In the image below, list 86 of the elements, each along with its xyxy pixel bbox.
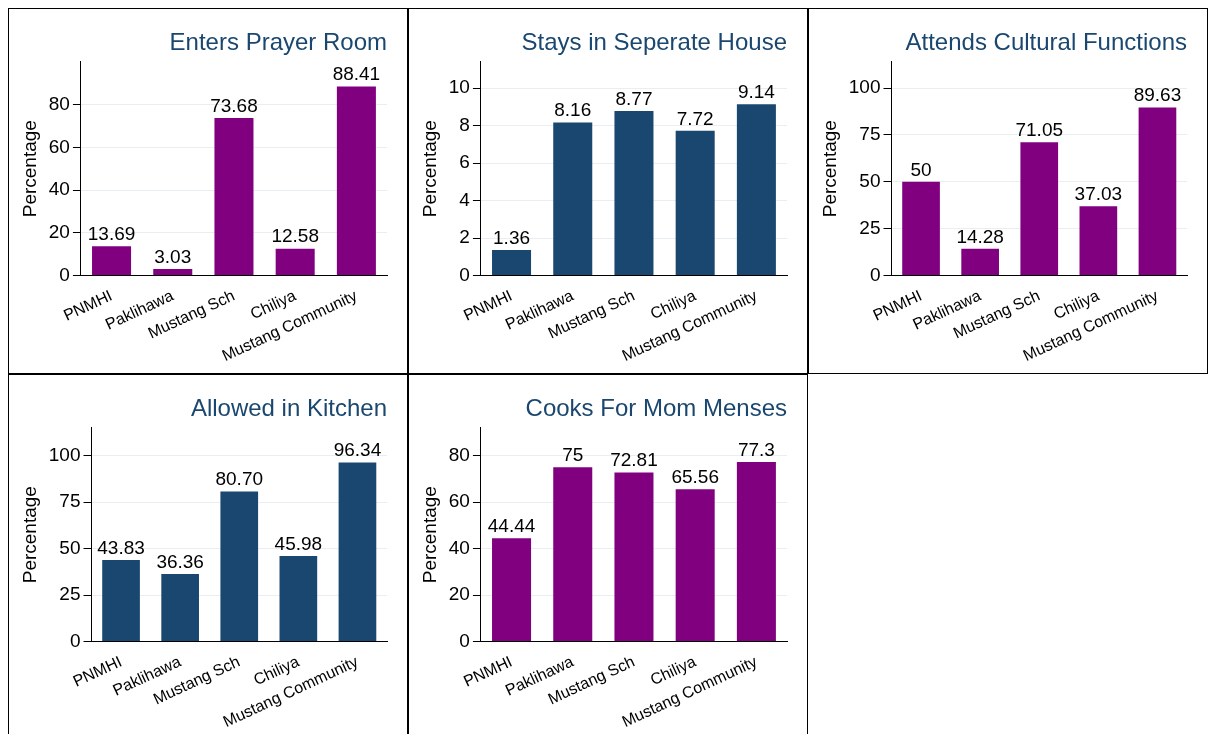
y-tick-label: 75: [59, 490, 81, 512]
y-axis-title: Percentage: [18, 120, 40, 218]
y-tick-label: 80: [448, 443, 470, 465]
chart-title: Enters Prayer Room: [169, 28, 387, 56]
bar: [553, 467, 593, 642]
bar: [675, 489, 715, 642]
chart-title: Stays in Seperate House: [521, 28, 787, 56]
data-label: 88.41: [332, 63, 381, 85]
y-tick-label: 0: [459, 629, 470, 651]
y-tick-label: 25: [59, 583, 81, 605]
bar: [614, 472, 654, 642]
data-label: 71.05: [1015, 119, 1064, 141]
y-axis-title: Percentage: [418, 486, 440, 584]
y-tick-label: 0: [69, 629, 81, 651]
data-label: 45.98: [274, 532, 323, 554]
data-label: 80.70: [215, 468, 264, 490]
bar: [336, 86, 376, 276]
bar: [553, 122, 593, 276]
data-label: 75: [562, 444, 584, 466]
y-tick-label: 60: [448, 490, 470, 512]
y-tick-label: 40: [448, 536, 470, 558]
data-label: 7.72: [676, 107, 714, 129]
y-tick-label: 0: [459, 263, 470, 285]
y-tick-label: 60: [48, 135, 70, 157]
y-axis-title: Percentage: [818, 120, 840, 218]
data-label: 3.03: [154, 245, 192, 267]
bar: [492, 250, 532, 276]
chart-title: Cooks For Mom Menses: [525, 394, 787, 422]
y-axis-title: Percentage: [418, 120, 440, 218]
chart-title: Allowed in Kitchen: [190, 394, 387, 422]
bar: [902, 181, 940, 276]
bar: [275, 248, 315, 276]
bar: [736, 104, 776, 276]
chart-title: Attends Cultural Functions: [905, 28, 1187, 56]
data-label: 14.28: [956, 225, 1004, 247]
y-tick-label: 8: [459, 113, 470, 135]
data-label: 1.36: [493, 226, 531, 248]
y-tick-label: 100: [848, 76, 881, 98]
bar: [614, 111, 654, 276]
y-tick-label: 4: [459, 188, 471, 210]
bar: [220, 491, 259, 642]
data-label: 50: [910, 158, 932, 180]
y-tick-label: 80: [48, 92, 70, 114]
y-tick-label: 0: [869, 263, 881, 285]
data-label: 89.63: [1133, 84, 1182, 106]
data-label: 96.34: [333, 439, 382, 461]
data-label: 65.56: [671, 465, 719, 487]
y-tick-label: 20: [448, 583, 470, 605]
bar: [161, 574, 199, 642]
bar: [279, 556, 318, 642]
bar: [214, 118, 254, 276]
data-label: 8.16: [554, 99, 592, 121]
data-label: 36.36: [156, 550, 204, 572]
bar: [736, 461, 776, 642]
data-label: 13.69: [87, 223, 136, 245]
y-tick-label: 50: [859, 170, 881, 192]
y-tick-label: 40: [48, 178, 70, 200]
bar: [92, 246, 132, 276]
data-label: 43.83: [97, 536, 145, 558]
data-label: 12.58: [271, 225, 319, 247]
y-tick-label: 25: [859, 216, 881, 238]
bar: [102, 560, 140, 642]
data-label: 72.81: [610, 449, 658, 471]
bar: [1020, 142, 1059, 276]
bar: [153, 269, 193, 276]
bar: [961, 248, 999, 276]
bar: [1138, 107, 1177, 276]
y-tick-label: 2: [459, 226, 470, 248]
y-tick-label: 0: [59, 263, 70, 285]
y-tick-label: 100: [48, 443, 81, 465]
data-label: 77.3: [737, 438, 775, 460]
y-tick-label: 6: [459, 151, 470, 173]
data-label: 44.44: [487, 515, 536, 537]
y-tick-label: 20: [48, 221, 70, 243]
bar: [338, 462, 377, 642]
bar: [675, 130, 715, 276]
data-label: 37.03: [1074, 182, 1123, 204]
y-tick-label: 10: [448, 76, 470, 98]
y-tick-label: 75: [859, 123, 881, 145]
data-label: 9.14: [737, 80, 776, 102]
bar: [1079, 206, 1118, 276]
bar: [492, 538, 532, 642]
data-label: 8.77: [615, 87, 653, 109]
y-axis-title: Percentage: [18, 486, 40, 584]
y-tick-label: 50: [59, 536, 81, 558]
data-label: 73.68: [210, 94, 258, 116]
